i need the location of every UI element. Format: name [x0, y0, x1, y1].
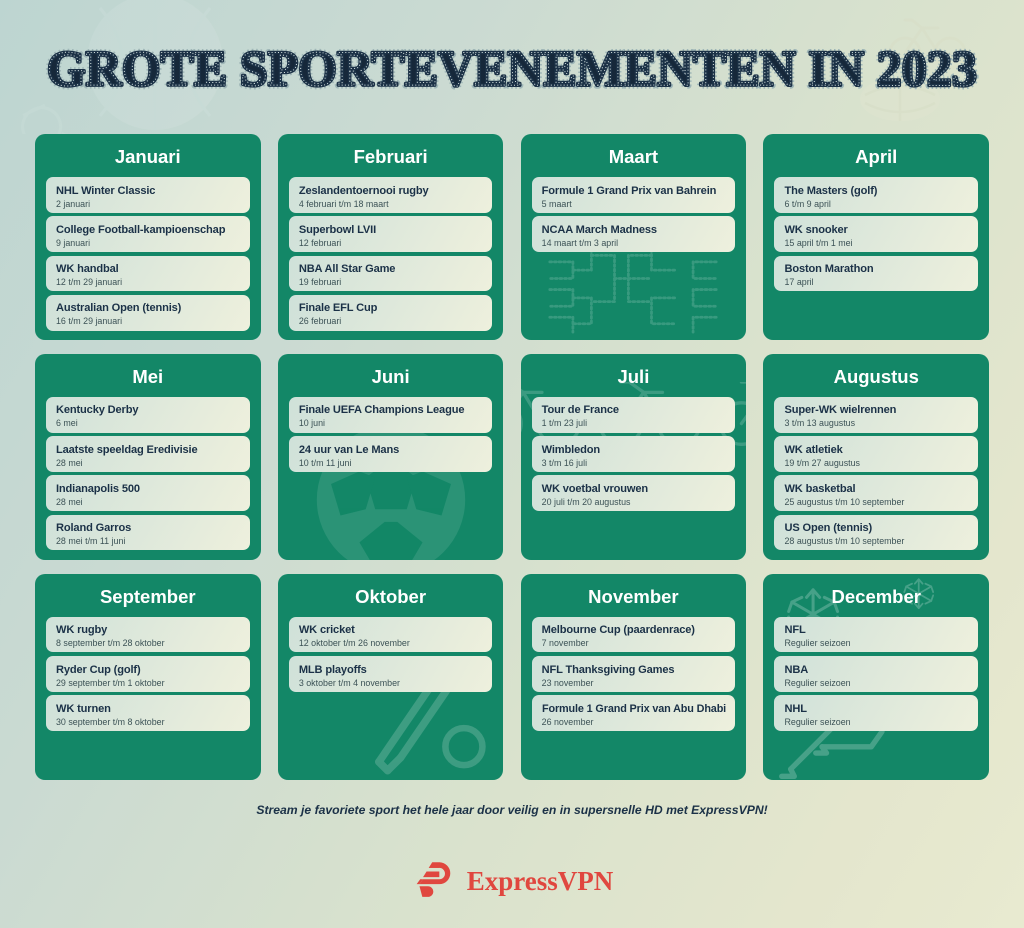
svg-text:GROTE SPORTEVENEMENTEN IN 2023: GROTE SPORTEVENEMENTEN IN 2023: [47, 41, 977, 96]
